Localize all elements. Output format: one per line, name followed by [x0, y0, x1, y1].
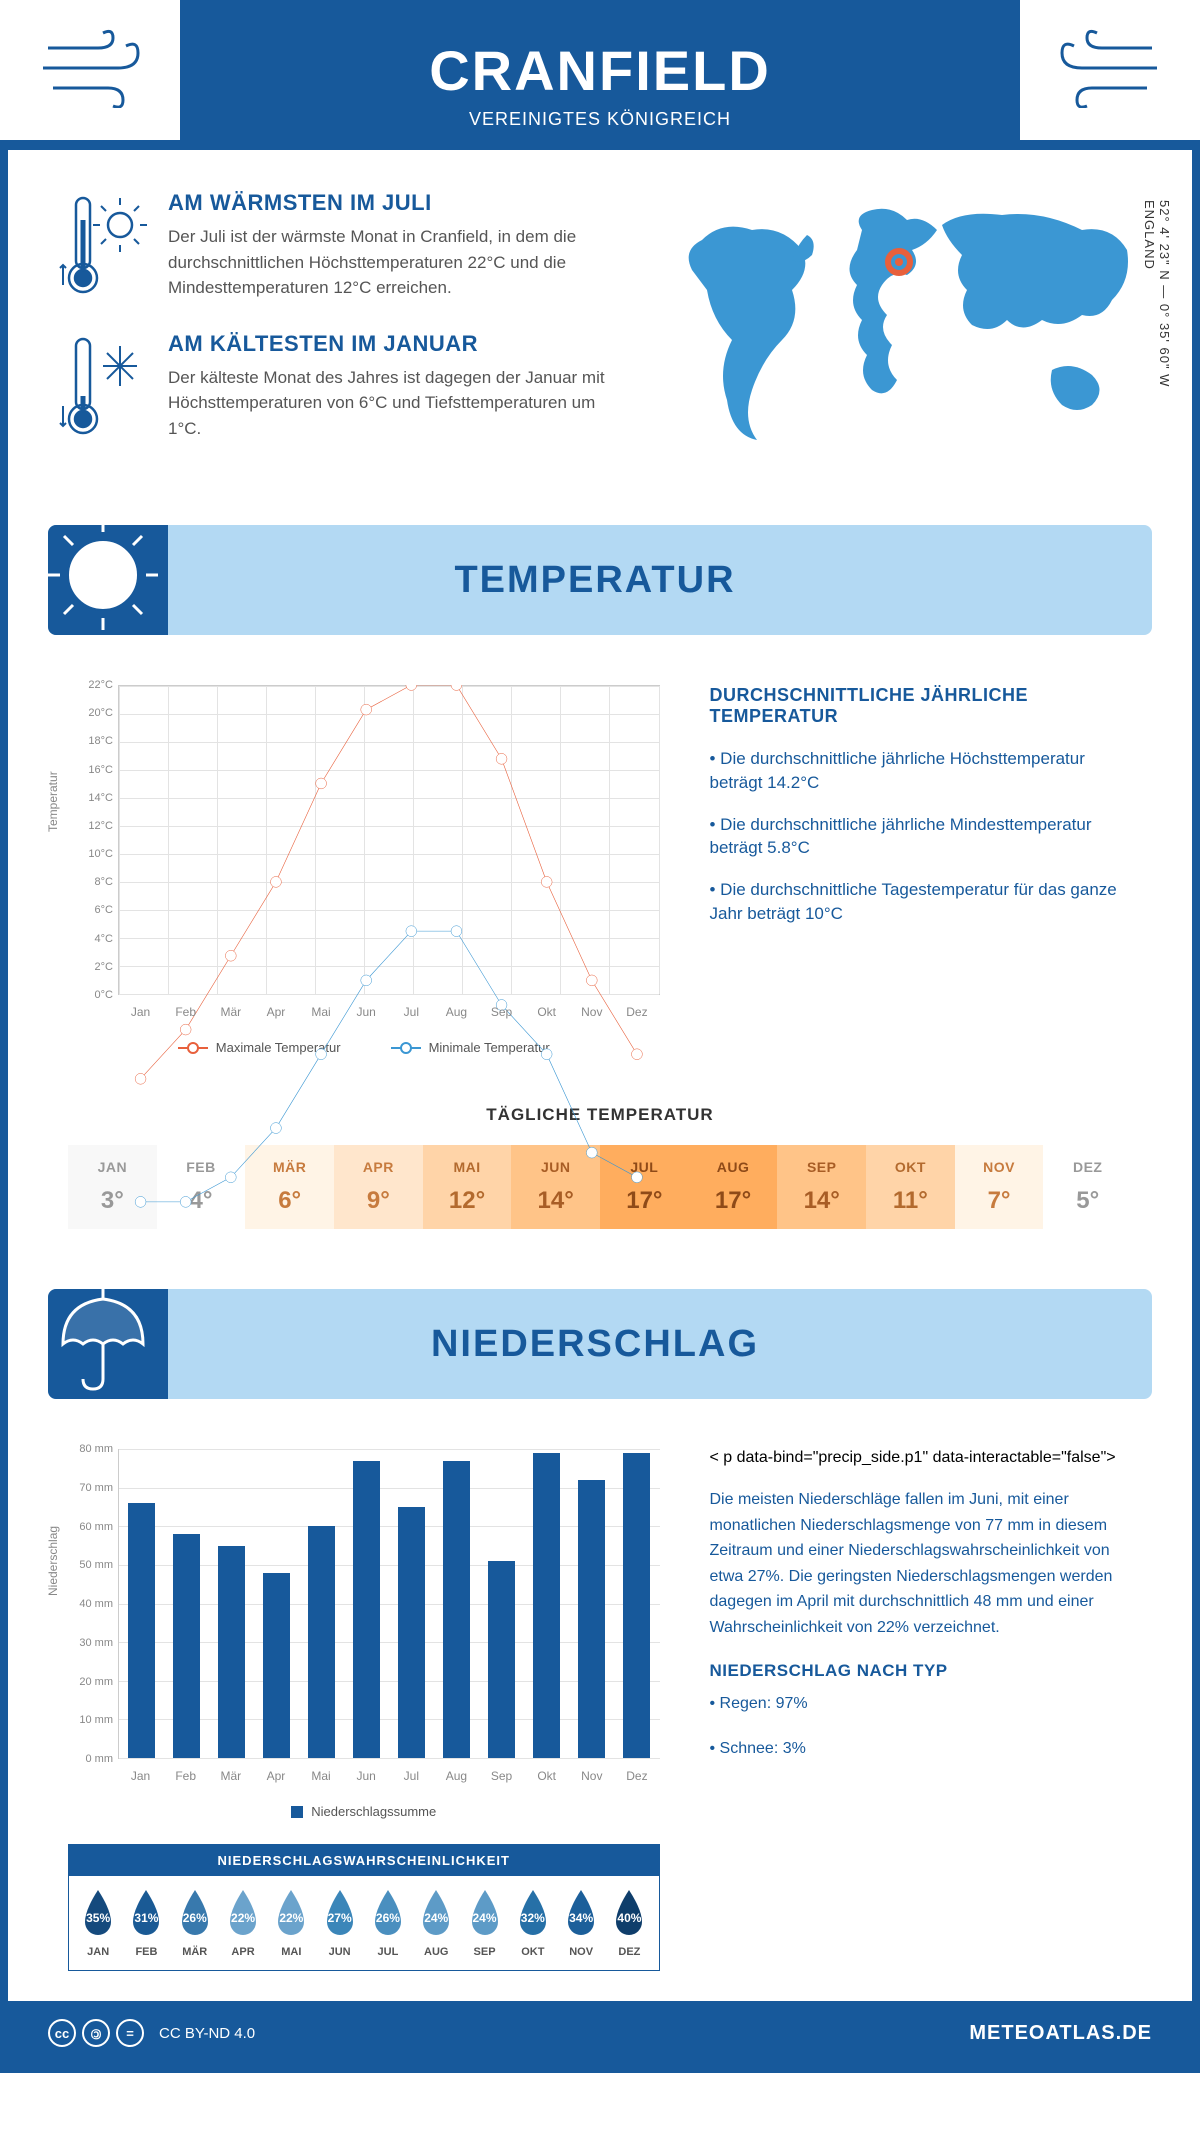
prob-cell: 26%MÄR — [172, 1888, 218, 1958]
header: CRANFIELD VEREINIGTES KÖNIGREICH — [8, 8, 1192, 150]
prob-cell: 35%JAN — [75, 1888, 121, 1958]
precipitation-summary: < p data-bind="precip_side.p1" data-inte… — [710, 1449, 1133, 1971]
prob-cell: 34%NOV — [558, 1888, 604, 1958]
temp-cell: OKT11° — [866, 1145, 955, 1229]
umbrella-icon — [48, 1289, 168, 1399]
warm-text: Der Juli ist der wärmste Monat in Cranfi… — [168, 224, 622, 301]
prob-cell: 31%FEB — [123, 1888, 169, 1958]
precipitation-probability: NIEDERSCHLAGSWAHRSCHEINLICHKEIT 35%JAN31… — [68, 1844, 660, 1971]
prob-cell: 24%AUG — [413, 1888, 459, 1958]
brand: METEOATLAS.DE — [969, 2022, 1152, 2045]
temp-cell: SEP14° — [777, 1145, 866, 1229]
temperature-summary: DURCHSCHNITTLICHE JÄHRLICHE TEMPERATUR •… — [710, 685, 1133, 1055]
precipitation-section-header: NIEDERSCHLAG — [48, 1289, 1152, 1399]
summary-section: AM WÄRMSTEN IM JULI Der Juli ist der wär… — [8, 150, 1192, 505]
license-text: CC BY-ND 4.0 — [159, 2025, 255, 2042]
coordinates: 52° 4' 23" N — 0° 35' 60" WENGLAND — [1142, 200, 1172, 387]
temperature-section-header: TEMPERATUR — [48, 525, 1152, 635]
legend-precip: Niederschlagssumme — [311, 1804, 436, 1819]
prob-cell: 27%JUN — [316, 1888, 362, 1958]
page-title: CRANFIELD — [28, 38, 1172, 103]
warm-title: AM WÄRMSTEN IM JULI — [168, 190, 622, 216]
footer: cc🄯= CC BY-ND 4.0 METEOATLAS.DE — [8, 2001, 1192, 2065]
world-map: 52° 4' 23" N — 0° 35' 60" WENGLAND — [662, 190, 1142, 475]
cold-text: Der kälteste Monat des Jahres ist dagege… — [168, 365, 622, 442]
prob-cell: 22%APR — [220, 1888, 266, 1958]
temp-cell: DEZ5° — [1043, 1145, 1132, 1229]
prob-cell: 24%SEP — [461, 1888, 507, 1958]
temp-cell: NOV7° — [955, 1145, 1044, 1229]
prob-cell: 40%DEZ — [606, 1888, 652, 1958]
thermometer-warm-icon — [58, 190, 148, 300]
page-subtitle: VEREINIGTES KÖNIGREICH — [28, 109, 1172, 130]
temp-title: TEMPERATUR — [168, 559, 1022, 602]
prob-cell: 26%JUL — [365, 1888, 411, 1958]
temp-cell: AUG17° — [689, 1145, 778, 1229]
thermometer-cold-icon — [58, 331, 148, 441]
precip-title: NIEDERSCHLAG — [168, 1323, 1022, 1366]
prob-cell: 22%MAI — [268, 1888, 314, 1958]
precipitation-bar-chart: Niederschlag 0 mm10 mm20 mm30 mm40 mm50 … — [68, 1449, 660, 1971]
sun-icon — [48, 525, 168, 635]
temperature-line-chart: Temperatur 0°C2°C4°C6°C8°C10°C12°C14°C16… — [68, 685, 660, 1055]
cold-title: AM KÄLTESTEN IM JANUAR — [168, 331, 622, 357]
cc-license-icons: cc🄯= — [48, 2019, 144, 2047]
prob-cell: 32%OKT — [510, 1888, 556, 1958]
